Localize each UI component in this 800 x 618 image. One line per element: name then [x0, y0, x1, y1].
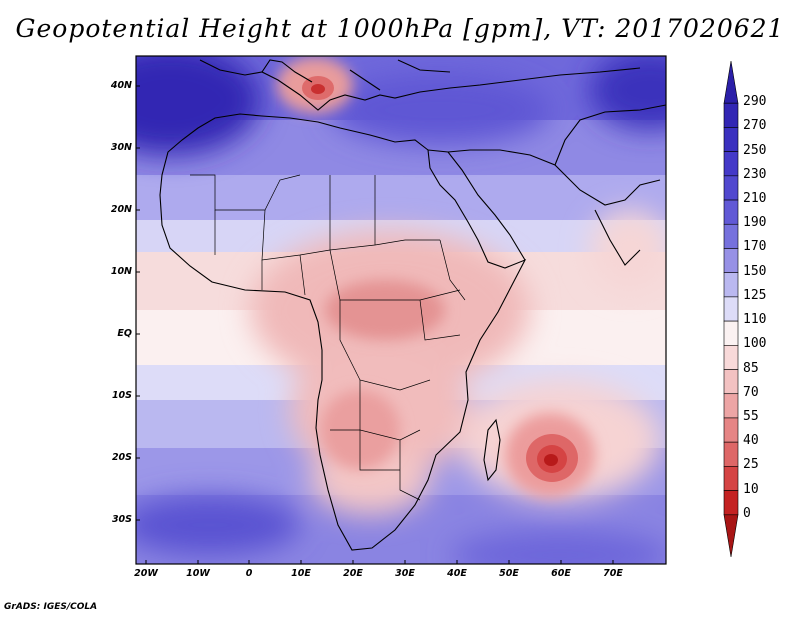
lat-label-eq: EQ: [117, 328, 132, 339]
lon-label-40e: 40E: [447, 568, 467, 579]
axis-ticks: [136, 85, 614, 564]
lon-label-0: 0: [245, 568, 253, 579]
colorbar-swatch: [723, 490, 739, 516]
colorbar-swatch: [723, 272, 739, 298]
colorbar-swatch: [723, 345, 739, 370]
lon-label-50e: 50E: [499, 568, 519, 579]
lon-label-30e: 30E: [395, 568, 415, 579]
colorbar-swatch: [723, 60, 739, 104]
colorbar-swatch: [723, 102, 739, 128]
colorbar-swatch: [723, 369, 739, 395]
colorbar-label: 100: [743, 336, 767, 352]
chart-title: Geopotential Height at 1000hPa [gpm], VT…: [15, 14, 785, 43]
colorbar-label: 150: [743, 263, 767, 279]
footer-credit: GrADS: IGES/COLA: [4, 602, 98, 612]
colorbar-swatch: [723, 441, 739, 467]
colorbar-swatch: [723, 466, 739, 491]
colorbar-swatch: [723, 296, 739, 322]
lat-label-30s: 30S: [111, 514, 132, 525]
lat-label-10n: 10N: [110, 266, 132, 277]
colorbar-swatch: [723, 223, 739, 249]
height-field: [136, 56, 666, 564]
colorbar-label: 230: [743, 166, 767, 182]
colorbar-label: 0: [743, 505, 751, 521]
colorbar-label: 110: [743, 312, 767, 328]
colorbar-label: 85: [743, 360, 759, 376]
colorbar-label: 170: [743, 239, 767, 255]
colorbar-label: 250: [743, 142, 767, 158]
lat-label-10s: 10S: [111, 390, 132, 401]
colorbar-label: 25: [743, 457, 759, 473]
colorbar-label: 270: [743, 118, 767, 134]
coastlines: [159, 59, 666, 551]
plot-frame: [135, 55, 667, 565]
colorbar-swatch: [723, 514, 739, 558]
colorbar-swatch: [723, 199, 739, 225]
colorbar-label: 10: [743, 481, 759, 497]
colorbar-swatch: [723, 320, 739, 346]
colorbar-label: 125: [743, 287, 767, 303]
colorbar-swatch: [723, 417, 739, 443]
lat-label-40n: 40N: [110, 80, 132, 91]
colorbar-label: 70: [743, 384, 759, 400]
lat-label-20n: 20N: [110, 204, 132, 215]
colorbar: [723, 60, 739, 558]
lon-label-10e: 10E: [291, 568, 311, 579]
colorbar-swatch: [723, 175, 739, 201]
colorbar-label: 290: [743, 94, 767, 110]
lon-label-20w: 20W: [134, 568, 158, 579]
lon-label-70e: 70E: [603, 568, 623, 579]
colorbar-swatch: [723, 393, 739, 419]
colorbar-swatch: [723, 248, 739, 273]
lon-label-60e: 60E: [551, 568, 571, 579]
lat-label-20s: 20S: [111, 452, 132, 463]
lat-label-30n: 30N: [110, 142, 132, 153]
colorbar-swatch: [723, 127, 739, 152]
lon-label-20e: 20E: [343, 568, 363, 579]
colorbar-label: 190: [743, 215, 767, 231]
lon-label-10w: 10W: [186, 568, 210, 579]
colorbar-label: 55: [743, 408, 759, 424]
colorbar-label: 210: [743, 191, 767, 207]
colorbar-label: 40: [743, 433, 759, 449]
colorbar-swatch: [723, 151, 739, 177]
